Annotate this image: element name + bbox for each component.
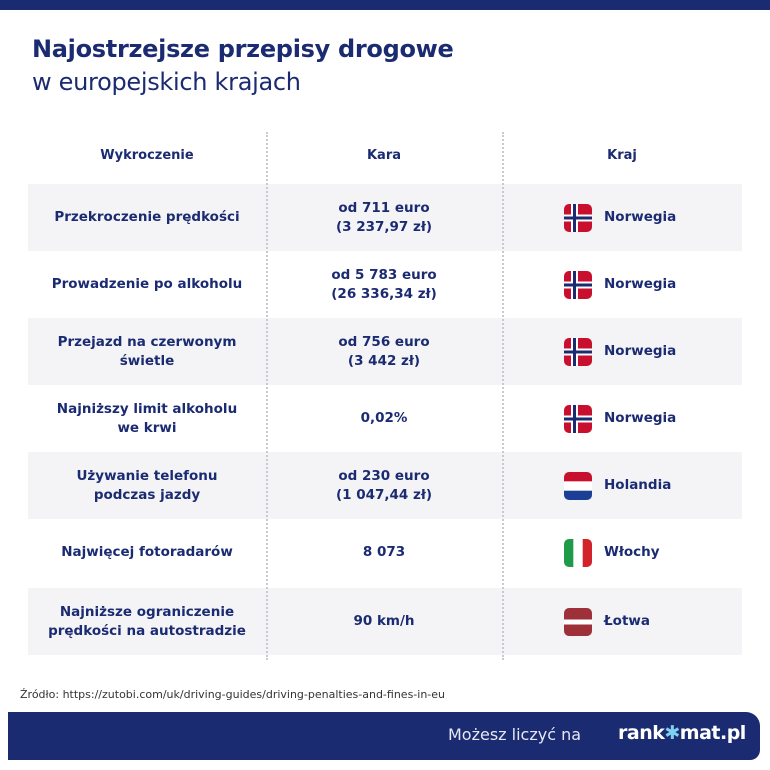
penalty-cell: 8 073 — [362, 544, 406, 560]
norway-flag-icon — [564, 337, 592, 366]
country-name: Łotwa — [604, 613, 650, 629]
table-row: Najwięcej fotoradarów 8 073 Włochy — [28, 519, 742, 586]
penalty-cell: od 230 euro (1 047,44 zł) — [335, 467, 433, 503]
table-row: Najniższy limit alkoholu we krwi 0,02% N… — [28, 385, 742, 452]
top-bar — [0, 0, 770, 10]
norway-flag-icon — [564, 404, 592, 433]
country-name: Norwegia — [604, 410, 677, 426]
footer-slogan: Możesz liczyć na — [448, 725, 582, 744]
title-line-2: w europejskich krajach — [32, 68, 301, 96]
country-cell: Łotwa — [564, 588, 742, 655]
table-row: Używanie telefonu podczas jazdy od 230 e… — [28, 452, 742, 519]
table-row: Przekroczenie prędkości od 711 euro (3 2… — [28, 184, 742, 251]
country-cell: Norwegia — [564, 184, 742, 251]
table-row: Najniższe ograniczenie prędkości na auto… — [28, 588, 742, 655]
penalty-cell: od 5 783 euro (26 336,34 zł) — [331, 266, 437, 302]
header-country: Kraj — [607, 148, 637, 163]
offense-cell: Przejazd na czerwonym świetle — [57, 333, 237, 369]
latvia-flag-icon — [564, 607, 592, 636]
penalty-cell: od 756 euro (3 442 zł) — [338, 333, 430, 369]
penalty-cell: 90 km/h — [353, 613, 415, 629]
country-cell: Holandia — [564, 452, 742, 519]
offense-cell: Najwięcej fotoradarów — [61, 544, 233, 560]
offense-cell: Prowadzenie po alkoholu — [51, 276, 243, 292]
offense-cell: Najniższy limit alkoholu we krwi — [56, 400, 238, 436]
offense-cell: Najniższe ograniczenie prędkości na auto… — [48, 603, 246, 639]
footer-bar — [8, 712, 760, 760]
penalty-cell: 0,02% — [360, 410, 408, 426]
country-cell: Włochy — [564, 519, 742, 586]
offense-cell: Używanie telefonu podczas jazdy — [76, 467, 218, 503]
source-note: Źródło: https://zutobi.com/uk/driving-gu… — [20, 688, 446, 701]
table-row: Prowadzenie po alkoholu od 5 783 euro (2… — [28, 251, 742, 318]
rankomat-logo: rank✱mat.pl — [618, 722, 746, 744]
netherlands-flag-icon — [564, 471, 592, 500]
country-cell: Norwegia — [564, 385, 742, 452]
header-offense: Wykroczenie — [100, 148, 194, 163]
country-name: Norwegia — [604, 276, 677, 292]
country-cell: Norwegia — [564, 318, 742, 385]
country-name: Norwegia — [604, 343, 677, 359]
title-line-1: Najostrzejsze przepisy drogowe — [32, 35, 454, 63]
table-row: Przejazd na czerwonym świetle od 756 eur… — [28, 318, 742, 385]
penalty-cell: od 711 euro (3 237,97 zł) — [335, 199, 433, 235]
norway-flag-icon — [564, 203, 592, 232]
country-cell: Norwegia — [564, 251, 742, 318]
country-name: Włochy — [604, 544, 660, 560]
column-divider — [502, 132, 504, 660]
norway-flag-icon — [564, 270, 592, 299]
column-divider — [266, 132, 268, 660]
country-name: Norwegia — [604, 209, 677, 225]
page-title: Najostrzejsze przepisy drogowe w europej… — [32, 33, 454, 99]
country-name: Holandia — [604, 477, 672, 493]
offense-cell: Przekroczenie prędkości — [54, 209, 240, 225]
italy-flag-icon — [564, 538, 592, 567]
header-penalty: Kara — [366, 148, 402, 163]
